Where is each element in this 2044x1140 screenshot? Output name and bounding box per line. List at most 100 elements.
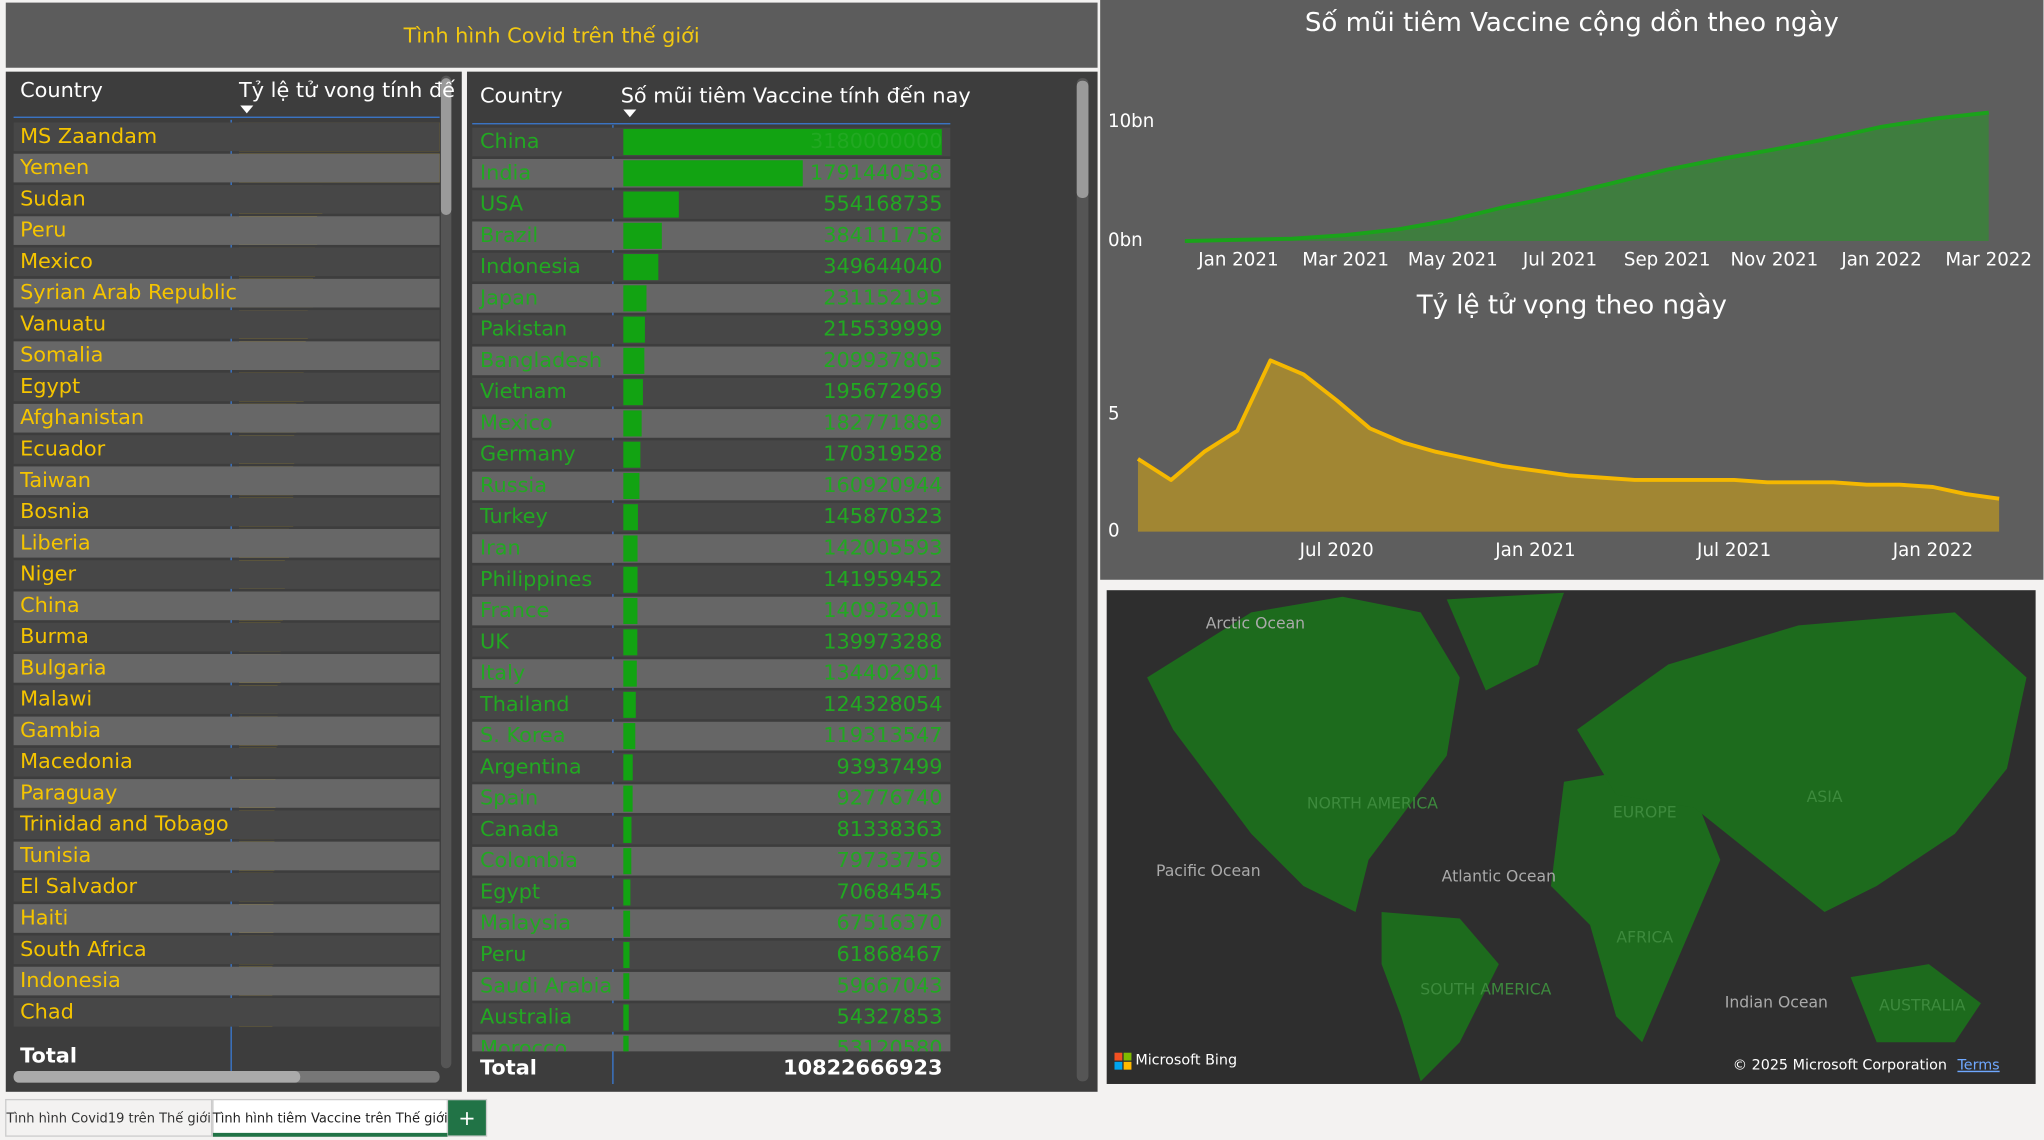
tab-label[interactable]: Tình hình tiêm Vaccine trên Thế giới (212, 1112, 448, 1127)
country-name[interactable]: Ecuador (20, 436, 106, 460)
row-background (13, 247, 440, 277)
x-tick-label: Mar 2022 (1945, 250, 2032, 271)
vaccine-count: 170319528 (823, 442, 942, 466)
map-label: AFRICA (1616, 928, 1673, 947)
vaccine-count: 182771889 (823, 410, 942, 434)
country-name[interactable]: Egypt (20, 374, 80, 398)
country-name[interactable]: Spain (480, 786, 538, 810)
y-tick-label: 0 (1108, 521, 1120, 542)
total-value: 10822666923 (783, 1055, 942, 1079)
country-name[interactable]: Taiwan (19, 468, 91, 492)
country-name[interactable]: Japan (478, 285, 538, 309)
country-name[interactable]: Niger (20, 562, 76, 586)
country-name[interactable]: Macedonia (20, 749, 133, 773)
country-name[interactable]: Mexico (20, 249, 93, 273)
country-name[interactable]: Germany (480, 442, 576, 466)
country-name[interactable]: Egypt (480, 879, 540, 903)
vaccine-count: 209937805 (823, 348, 942, 372)
country-name[interactable]: Tunisia (19, 843, 91, 867)
content: Country Tỷ lệ tử vong tính đế MS Zaandam Ye… (5, 8, 2032, 1137)
country-name[interactable]: Vanuatu (20, 311, 106, 335)
country-name[interactable]: Philippines (480, 567, 592, 591)
row-background (13, 685, 440, 714)
x-tick-label: Jan 2022 (1892, 540, 1973, 561)
scrollbar[interactable] (1076, 78, 1089, 1082)
country-name[interactable]: Iran (480, 536, 521, 560)
row-background (472, 252, 951, 282)
tab[interactable] (446, 1098, 488, 1137)
country-name[interactable]: Morocco (480, 1036, 567, 1060)
country-name[interactable]: China (20, 593, 80, 617)
country-name[interactable]: China (480, 129, 539, 153)
country-name[interactable]: Bulgaria (20, 655, 106, 679)
scrollbar-thumb[interactable] (1076, 80, 1089, 199)
country-name[interactable]: Sudan (20, 186, 86, 210)
country-name[interactable]: Gambia (20, 718, 101, 742)
country-name[interactable]: Bosnia (20, 499, 90, 523)
x-tick-label: Jul 2020 (1299, 540, 1374, 561)
scrollbar[interactable] (440, 75, 452, 1069)
area-fill (1137, 360, 2000, 532)
x-tick-label: May 2021 (1408, 250, 1498, 271)
country-name[interactable]: Indonesia (480, 254, 581, 278)
country-name[interactable]: Paraguay (20, 780, 117, 804)
scrollbar-thumb[interactable] (13, 1070, 301, 1083)
country-name[interactable]: Argentina (480, 754, 582, 778)
total-label: Total (20, 1044, 77, 1068)
row-background (472, 721, 951, 751)
country-name[interactable]: Mexico (480, 410, 553, 434)
country-name[interactable]: Bangladesh (480, 348, 602, 372)
sort-arrow[interactable] (623, 109, 637, 118)
country-name[interactable]: France (480, 598, 549, 622)
scrollbar-thumb[interactable] (440, 78, 452, 215)
country-name[interactable]: Indonesia (20, 968, 121, 992)
country-name[interactable]: Saudi Arabia (480, 973, 612, 997)
country-name[interactable]: Chad (20, 999, 74, 1023)
country-name[interactable]: MS Zaandam (20, 124, 157, 148)
country-name[interactable]: Italy (480, 661, 525, 685)
country-name[interactable]: Australia (480, 1005, 572, 1029)
country-name[interactable]: Afghanistan (20, 405, 144, 429)
row-background (472, 690, 951, 720)
country-name[interactable]: Liberia (20, 530, 91, 554)
row-background (472, 502, 951, 532)
country-name[interactable]: USA (480, 192, 524, 216)
country-name[interactable]: South Africa (20, 937, 147, 961)
country-name[interactable]: Thailand (479, 692, 569, 716)
country-name[interactable]: Peru (480, 942, 526, 966)
country-name[interactable]: El Salvador (20, 874, 137, 898)
vaccine-count: 139973288 (823, 629, 942, 653)
tab-label[interactable]: Tình hình Covid19 trên Thế giới (5, 1112, 210, 1127)
country-name[interactable]: Yemen (19, 155, 89, 179)
country-name[interactable]: Trinidad and Tobago (19, 812, 229, 836)
vaccine-count: 134402901 (823, 661, 942, 685)
country-name[interactable]: Vietnam (480, 379, 567, 403)
country-name[interactable]: S. Korea (480, 723, 566, 747)
country-name[interactable]: Haiti (20, 906, 68, 930)
country-name[interactable]: UK (480, 629, 510, 653)
vaccine-count: 145870323 (823, 504, 942, 528)
country-name[interactable]: Turkey (479, 504, 548, 528)
country-name[interactable]: Brazil (480, 223, 538, 247)
country-name[interactable]: Peru (20, 218, 66, 242)
country-name[interactable]: Colombia (480, 848, 578, 872)
country-name[interactable]: Pakistan (480, 317, 567, 341)
tab-label[interactable]: + (458, 1106, 475, 1130)
bing-logo (1123, 1061, 1132, 1070)
country-name[interactable]: Canada (480, 817, 559, 841)
country-name[interactable]: India (480, 160, 531, 184)
country-name[interactable]: Somalia (20, 343, 103, 367)
vaccine-bar (623, 441, 641, 468)
country-name[interactable]: Malaysia (480, 911, 571, 935)
country-name[interactable]: Burma (20, 624, 89, 648)
vaccine-count: 67516370 (837, 911, 943, 935)
vaccine-bar (623, 1035, 629, 1052)
country-name[interactable]: Syrian Arab Republic (20, 280, 237, 304)
row-background (472, 846, 951, 876)
sort-arrow[interactable] (240, 105, 254, 114)
tab[interactable] (5, 1098, 213, 1137)
row-background (472, 659, 951, 688)
country-name[interactable]: Malawi (20, 687, 92, 711)
map-terms[interactable]: Terms (1956, 1058, 1999, 1074)
country-name[interactable]: Russia (480, 473, 547, 497)
